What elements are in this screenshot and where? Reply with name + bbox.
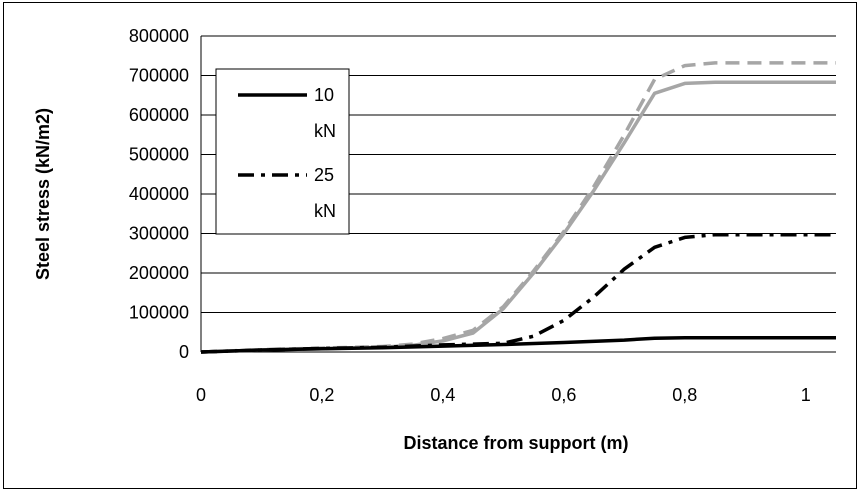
legend-label-10kn-line2: kN (314, 121, 336, 141)
y-tick-label: 500000 (129, 145, 189, 165)
y-tick-label: 0 (179, 342, 189, 362)
y-tick-label: 100000 (129, 303, 189, 323)
y-tick-label: 400000 (129, 184, 189, 204)
y-axis-title: Steel stress (kN/m2) (33, 108, 53, 280)
legend: 10 kN 25 kN (215, 68, 350, 235)
y-tick-label: 200000 (129, 263, 189, 283)
y-tick-label: 600000 (129, 105, 189, 125)
legend-label-10kn-line1: 10 (314, 85, 334, 105)
legend-label-25kn-line2: kN (314, 201, 336, 221)
series-line-1 (200, 336, 836, 354)
line-chart: 0 100000 200000 300000 400000 500000 600000 700… (33, 26, 836, 453)
legend-label-25kn-line1: 25 (314, 165, 334, 185)
x-tick-label: 0,2 (309, 385, 334, 405)
y-tick-label: 300000 (129, 224, 189, 244)
y-axis-ticks: 0 100000 200000 300000 400000 500000 600000 700… (129, 26, 189, 362)
x-tick-label: 0,6 (551, 385, 576, 405)
y-tick-label: 800000 (129, 26, 189, 46)
x-tick-label: 0,8 (672, 385, 697, 405)
series-line-4 (200, 61, 836, 354)
y-tick-label: 700000 (129, 66, 189, 86)
x-axis-ticks: 0 0,2 0,4 0,6 0,8 1 (196, 385, 811, 405)
x-tick-label: 0 (196, 385, 206, 405)
series-lines (200, 61, 836, 354)
x-tick-label: 0,4 (430, 385, 455, 405)
chart-frame: 0 100000 200000 300000 400000 500000 600000 700… (3, 2, 857, 489)
series-line-2 (200, 232, 836, 354)
x-tick-label: 1 (801, 385, 811, 405)
x-axis-title: Distance from support (m) (403, 433, 628, 453)
